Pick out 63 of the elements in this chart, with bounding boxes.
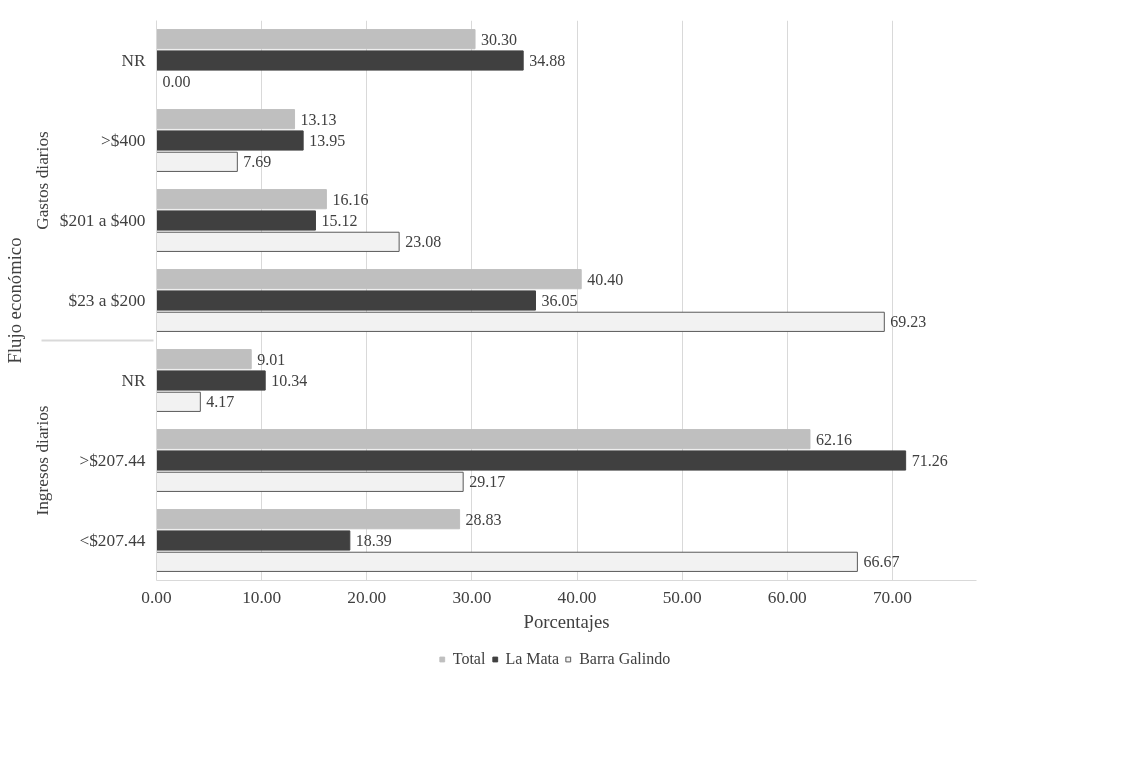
- x-tick-label: 30.00: [452, 587, 492, 607]
- bar: [156, 551, 858, 572]
- y-tick-label: $201 a $400: [59, 211, 146, 230]
- data-label: 34.88: [529, 52, 566, 69]
- bar: [156, 269, 582, 290]
- bar: [156, 29, 476, 50]
- data-label: 23.08: [405, 233, 442, 251]
- data-label: 28.83: [465, 510, 502, 528]
- bar: [156, 231, 400, 252]
- bar: [156, 151, 238, 172]
- x-tick-label: 50.00: [662, 587, 702, 607]
- data-label: 7.69: [243, 153, 272, 171]
- x-tick-label: 10.00: [242, 587, 282, 607]
- x-tick-label: 70.00: [872, 587, 912, 607]
- data-label: 4.17: [206, 393, 235, 411]
- data-label: 13.95: [309, 132, 346, 149]
- y-tick-label: <$207.44: [79, 531, 146, 550]
- bar: [156, 450, 907, 471]
- data-label: 30.30: [481, 30, 518, 48]
- bar: [156, 210, 316, 231]
- legend-label: Total: [452, 650, 486, 668]
- bar: [156, 391, 201, 412]
- data-label: 15.12: [321, 212, 358, 229]
- data-label: 36.05: [541, 292, 578, 309]
- data-label: 16.16: [332, 190, 369, 208]
- data-label: 0.00: [162, 73, 191, 91]
- y-tick-label: NR: [121, 371, 146, 390]
- data-label: 13.13: [300, 110, 337, 128]
- bar: [156, 189, 327, 210]
- y-tick-label: >$207.44: [79, 451, 146, 470]
- text: Gastos diarios: [32, 130, 52, 230]
- data-label: 62.16: [815, 430, 852, 448]
- bar: [156, 311, 885, 332]
- legend-label: Barra Galindo: [579, 650, 671, 668]
- bar: [156, 109, 296, 130]
- x-tick-label: 40.00: [557, 587, 597, 607]
- bar: [156, 130, 304, 151]
- y-tick-label: $23 a $200: [68, 291, 146, 310]
- bar: [156, 290, 536, 311]
- bar: [156, 370, 266, 391]
- legend-label: La Mata: [505, 650, 560, 668]
- bar: [156, 50, 524, 71]
- y-axis-title: Flujo económico: [3, 237, 25, 364]
- x-tick-label: 60.00: [767, 587, 807, 607]
- data-label: 29.17: [469, 473, 506, 491]
- bar: [156, 349, 252, 370]
- data-label: 69.23: [890, 313, 927, 331]
- x-tick-label: 0.00: [141, 587, 172, 607]
- data-label: 66.67: [863, 553, 900, 571]
- text: Ingresos diarios: [32, 405, 52, 516]
- x-axis-title: Porcentajes: [523, 610, 610, 632]
- y-tick-label: >$400: [101, 131, 146, 150]
- bar: [156, 530, 351, 551]
- y-tick-label: NR: [121, 51, 146, 70]
- data-label: 9.01: [257, 350, 286, 368]
- bar: [156, 509, 461, 530]
- data-label: 10.34: [271, 372, 308, 389]
- data-label: 71.26: [911, 452, 948, 469]
- data-label: 18.39: [355, 532, 392, 549]
- x-tick-label: 20.00: [347, 587, 387, 607]
- bar: [156, 429, 811, 450]
- bar: [156, 471, 464, 492]
- data-label: 40.40: [587, 270, 624, 288]
